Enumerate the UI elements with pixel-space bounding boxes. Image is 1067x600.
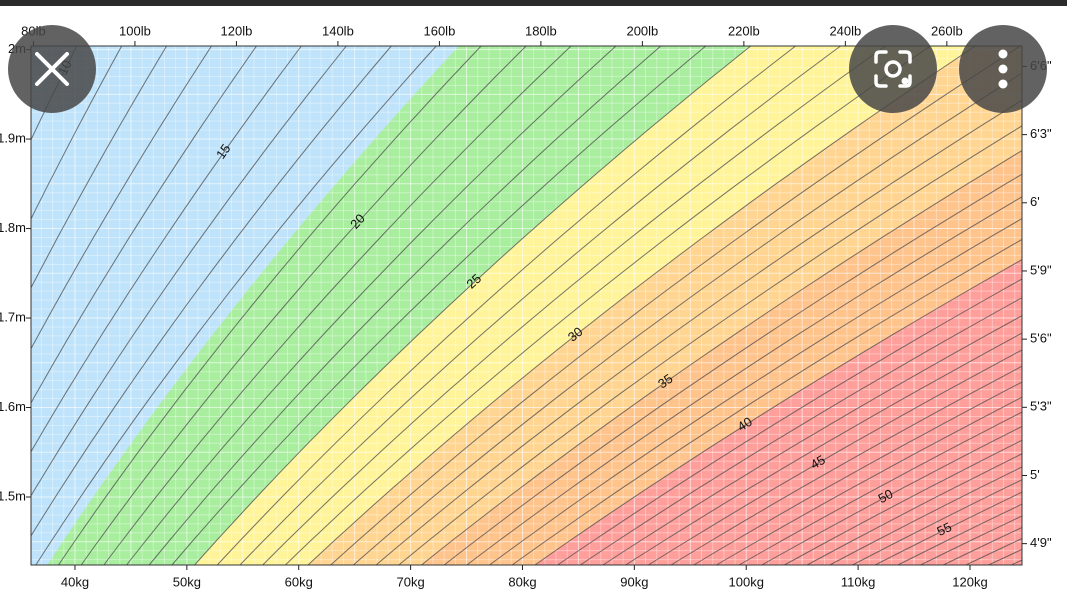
- bmi-isoline: [31, 46, 123, 221]
- menu-dot[interactable]: [998, 79, 1008, 89]
- bmi-label: 45: [808, 452, 828, 472]
- bmi-isoline: [148, 46, 662, 565]
- bmi-isoline: [31, 46, 168, 289]
- x-tick-label: 60kg: [285, 574, 313, 589]
- bmi-isoline: [806, 453, 1022, 565]
- bmi-isoline: [58, 46, 482, 565]
- y-tick-label: 1.5m: [0, 488, 26, 503]
- bmi-label: 55: [934, 519, 954, 539]
- x2-tick-label: 120lb: [221, 23, 253, 38]
- x-tick-label: 40kg: [61, 574, 89, 589]
- lens-circle[interactable]: [884, 60, 902, 78]
- x2-tick-label: 100lb: [119, 23, 151, 38]
- bmi-isoline: [31, 46, 347, 497]
- bmi-isoline: [648, 349, 1022, 565]
- bmi-isoline: [80, 46, 527, 565]
- y2-tick-label: 6'3": [1030, 126, 1052, 141]
- bmi-isoline: [557, 278, 1022, 565]
- x-tick-label: 80kg: [508, 574, 536, 589]
- bmi-isoline: [625, 332, 1022, 565]
- bmi-isoline: [31, 46, 392, 537]
- top-bar: [0, 0, 1067, 6]
- bmi-isoline: [443, 173, 1022, 565]
- y2-tick-label: 5': [1030, 467, 1040, 482]
- bmi-isoline: [466, 196, 1022, 565]
- x-tick-label: 90kg: [620, 574, 648, 589]
- zone: [534, 259, 1022, 565]
- bmi-isoline: [330, 46, 1021, 565]
- bmi-label: 40: [735, 414, 755, 434]
- y-tick-label: 1.9m: [0, 130, 26, 145]
- bmi-isoline: [693, 381, 1022, 565]
- x2-tick-label: 260lb: [931, 23, 963, 38]
- lens-button-bg[interactable]: [849, 25, 937, 113]
- bmi-isoline: [353, 72, 1022, 565]
- bmi-isoline: [31, 46, 78, 141]
- bmi-isoline: [602, 315, 1022, 565]
- bmi-isoline: [31, 46, 212, 350]
- x-tick-label: 110kg: [841, 574, 875, 589]
- bmi-isoline: [738, 411, 1022, 565]
- x-tick-label: 70kg: [396, 574, 424, 589]
- bmi-isoline: [285, 46, 931, 565]
- bmi-isoline: [262, 46, 886, 565]
- bmi-isoline: [126, 46, 617, 565]
- plot-border: [30, 45, 1023, 566]
- bmi-isoline: [35, 46, 437, 565]
- x2-tick-label: 220lb: [728, 23, 760, 38]
- y2-tick-label: 5'3": [1030, 399, 1052, 414]
- bmi-isoline: [670, 365, 1022, 565]
- plot-area: 10152025303540455055: [31, 46, 1022, 565]
- bmi-isoline: [511, 238, 1022, 565]
- close-icon[interactable]: [35, 52, 69, 86]
- x-tick-label: 50kg: [173, 574, 201, 589]
- bmi-label: 15: [213, 141, 234, 161]
- y2-tick-label: 5'6": [1030, 331, 1052, 346]
- x-tick-label: 100kg: [729, 574, 764, 589]
- bmi-isoline: [239, 46, 841, 565]
- x2-tick-label: 140lb: [322, 23, 354, 38]
- y2-tick-label: 5'9": [1030, 262, 1052, 277]
- bmi-isoline: [421, 149, 1022, 565]
- bmi-isoline: [829, 466, 1022, 565]
- x2-tick-label: 200lb: [626, 23, 658, 38]
- bmi-isoline: [307, 46, 976, 565]
- x2-tick-label: 240lb: [829, 23, 861, 38]
- bmi-isoline: [216, 46, 796, 565]
- lens-frame[interactable]: [874, 50, 912, 88]
- axes: 40kg50kg60kg70kg80kg90kg100kg110kg120kg8…: [0, 23, 1052, 589]
- bmi-isoline: [534, 259, 1022, 565]
- close-button[interactable]: [8, 25, 96, 113]
- bmi-isoline: [580, 297, 1022, 565]
- y-tick-label: 1.8m: [0, 220, 26, 235]
- lens-dot[interactable]: [901, 77, 909, 85]
- bmi-isoline: [398, 125, 1022, 565]
- bmi-isoline: [761, 425, 1022, 565]
- x2-tick-label: 180lb: [525, 23, 557, 38]
- bmi-label: 35: [655, 371, 675, 392]
- x2-tick-label: 160lb: [423, 23, 455, 38]
- menu-dot[interactable]: [998, 64, 1008, 74]
- bmi-isoline: [31, 46, 257, 404]
- bmi-isoline: [375, 99, 1022, 565]
- y-tick-label: 1.7m: [0, 309, 26, 324]
- bmi-isoline: [31, 46, 33, 50]
- bmi-isoline: [489, 218, 1022, 565]
- bmi-isoline: [103, 46, 572, 565]
- bmi-isoline: [171, 46, 707, 565]
- y2-tick-label: 4'9": [1030, 535, 1052, 550]
- bmi-isoline: [716, 396, 1022, 565]
- y2-tick-label: 6': [1030, 194, 1040, 209]
- lens-button[interactable]: [849, 25, 937, 113]
- bmi-isoline: [784, 439, 1022, 565]
- menu-dot[interactable]: [998, 49, 1008, 59]
- bmi-isoline: [194, 46, 752, 565]
- menu-button[interactable]: [959, 25, 1047, 113]
- y-tick-label: 1.6m: [0, 399, 26, 414]
- bmi-label: 50: [876, 486, 896, 506]
- bmi-isoline: [31, 46, 302, 453]
- x-tick-label: 120kg: [952, 574, 987, 589]
